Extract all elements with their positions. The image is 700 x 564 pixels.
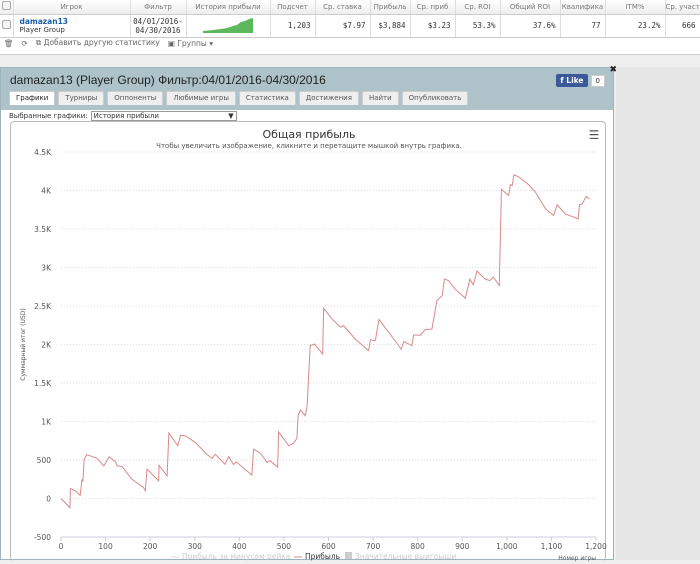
dropdown-arrow-icon: ▼ bbox=[228, 112, 234, 120]
x-tick-label: 0 bbox=[59, 542, 64, 551]
col-header[interactable]: Общий ROI bbox=[500, 0, 561, 15]
x-tick-label: 1,000 bbox=[496, 542, 518, 551]
col-header[interactable]: Ср. приб bbox=[410, 0, 456, 15]
panel-title: damazan13 (Player Group) Фильтр:04/01/20… bbox=[10, 73, 326, 87]
x-tick-label: 800 bbox=[411, 542, 426, 551]
legend-item-big-wins[interactable]: Значительные выигрыши bbox=[355, 552, 456, 561]
player-group: Player Group bbox=[19, 26, 65, 34]
cell-avg-entrants: 666 bbox=[665, 14, 700, 38]
player-panel: damazan13 (Player Group) Фильтр:04/01/20… bbox=[0, 65, 617, 562]
x-axis-label: Номер игры bbox=[558, 555, 596, 562]
tab-publish[interactable]: Опубликовать bbox=[401, 91, 469, 105]
x-tick-label: 1,200 bbox=[585, 542, 607, 551]
tab-charts[interactable]: Графики bbox=[9, 91, 56, 105]
x-tick-label: 400 bbox=[232, 542, 247, 551]
x-tick-label: 100 bbox=[98, 542, 113, 551]
like-button[interactable]: f Like bbox=[556, 74, 588, 87]
tab-tournaments[interactable]: Турниры bbox=[58, 91, 105, 105]
cell-itm: 23.2% bbox=[605, 14, 666, 38]
save-icon: ▣ bbox=[167, 38, 178, 48]
y-tick-label: 0 bbox=[46, 495, 51, 504]
col-header[interactable]: Прибыль bbox=[370, 0, 411, 15]
x-tick-label: 300 bbox=[188, 542, 203, 551]
col-header[interactable]: Фильтр bbox=[130, 0, 187, 15]
series-line-profit bbox=[60, 173, 590, 509]
facebook-icon: f bbox=[560, 76, 567, 85]
x-tick-label: 200 bbox=[143, 542, 158, 551]
cell-qualify: 77 bbox=[560, 14, 606, 38]
cell-avg-stake: $7.97 bbox=[315, 14, 371, 38]
x-tick-label: 700 bbox=[366, 542, 381, 551]
col-header[interactable]: Ср. ставка bbox=[315, 0, 371, 15]
close-icon[interactable]: ✖ bbox=[609, 65, 617, 75]
x-tick-label: 600 bbox=[321, 542, 336, 551]
copy-icon: ⧉ bbox=[35, 38, 44, 47]
x-tick-label: 500 bbox=[277, 542, 292, 551]
chart-subtitle: Чтобы увеличить изображение, кликните и … bbox=[156, 142, 462, 150]
y-tick-label: 4K bbox=[41, 187, 52, 196]
panel-header: damazan13 (Player Group) Фильтр:04/01/20… bbox=[1, 65, 617, 110]
y-tick-label: 4.5K bbox=[34, 148, 52, 157]
legend-marker-big-wins bbox=[345, 552, 352, 559]
chart-title: Общая прибыль bbox=[263, 128, 356, 141]
filter-to: 04/30/2016 bbox=[135, 25, 181, 35]
y-axis-label: Суммарный итог (USD) bbox=[20, 308, 27, 380]
tab-opponents[interactable]: Оппоненты bbox=[107, 91, 164, 105]
tab-favorite-games[interactable]: Любимые игры bbox=[166, 91, 236, 105]
y-tick-label: 1K bbox=[41, 418, 52, 427]
col-header[interactable]: ITM% bbox=[605, 0, 666, 15]
legend-item-profit[interactable]: Прибыль bbox=[305, 552, 340, 561]
y-tick-label: 3.5K bbox=[34, 225, 52, 234]
col-header[interactable]: Игрок bbox=[13, 0, 131, 15]
tab-find[interactable]: Найти bbox=[361, 91, 399, 105]
chart-selector-label: Выбранные графики: bbox=[9, 112, 88, 120]
col-header[interactable]: Ср. ROI bbox=[455, 0, 501, 15]
table-row: damazan13 Player Group 04/01/2016- 04/30/2… bbox=[0, 14, 700, 38]
table-header: Игрок Фильтр История прибыли Подсчет Ср.… bbox=[0, 0, 700, 15]
col-header[interactable]: Квалифика bbox=[560, 0, 606, 15]
y-tick-label: 500 bbox=[37, 456, 52, 465]
facebook-like[interactable]: f Like 0 bbox=[556, 74, 605, 87]
col-header[interactable]: Ср. участ bbox=[665, 0, 700, 15]
panel-tabs: Графики Турниры Оппоненты Любимые игры С… bbox=[9, 91, 469, 105]
player-link[interactable]: damazan13 bbox=[19, 17, 69, 26]
stats-table-area: Игрок Фильтр История прибыли Подсчет Ср.… bbox=[0, 0, 700, 55]
chart-select[interactable]: История прибыли ▼ bbox=[90, 111, 237, 121]
y-tick-label: 2.5K bbox=[34, 302, 52, 311]
like-count: 0 bbox=[590, 74, 605, 87]
col-header[interactable]: История прибыли bbox=[186, 0, 271, 15]
y-tick-label: 3K bbox=[41, 264, 52, 273]
table-toolbar: 🗑 ⟳ ⧉ Добавить другую статистику ▣ Групп… bbox=[4, 38, 213, 48]
add-stat-button[interactable]: ⧉ Добавить другую статистику bbox=[35, 38, 160, 47]
x-tick-label: 1,100 bbox=[541, 542, 563, 551]
select-all-checkbox[interactable] bbox=[0, 0, 14, 15]
y-tick-label: 2K bbox=[41, 341, 52, 350]
chart-selector: Выбранные графики: История прибыли ▼ bbox=[9, 111, 237, 121]
tab-statistics[interactable]: Статистика bbox=[238, 91, 296, 105]
x-tick-label: 900 bbox=[455, 542, 470, 551]
right-backdrop bbox=[616, 67, 700, 560]
groups-dropdown[interactable]: ▣ Группы ▾ bbox=[167, 38, 213, 48]
legend-item-net-profit[interactable]: Прибыль за минусом рейка bbox=[182, 552, 290, 561]
trash-icon[interactable]: 🗑 bbox=[4, 38, 14, 48]
cell-count: 1,203 bbox=[270, 14, 316, 38]
stats-table: Игрок Фильтр История прибыли Подсчет Ср.… bbox=[0, 0, 700, 38]
y-tick-label: -500 bbox=[34, 533, 51, 542]
tab-achievements[interactable]: Достижения bbox=[298, 91, 359, 105]
menu-icon[interactable]: ☰ bbox=[589, 128, 600, 142]
chart-container[interactable]: Общая прибыль Чтобы увеличить изображение… bbox=[10, 121, 607, 562]
profit-sparkline bbox=[186, 14, 271, 38]
cell-avg-roi: 53.3% bbox=[455, 14, 501, 38]
cell-avg-profit: $3.23 bbox=[410, 14, 456, 38]
col-header[interactable]: Подсчет bbox=[270, 0, 316, 15]
refresh-icon[interactable]: ⟳ bbox=[21, 38, 28, 48]
filter-from: 04/01/2016- bbox=[133, 16, 183, 26]
cell-total-roi: 37.6% bbox=[500, 14, 561, 38]
row-checkbox[interactable] bbox=[0, 14, 14, 38]
cell-profit: $3,884 bbox=[370, 14, 411, 38]
y-tick-label: 1.5K bbox=[34, 379, 52, 388]
